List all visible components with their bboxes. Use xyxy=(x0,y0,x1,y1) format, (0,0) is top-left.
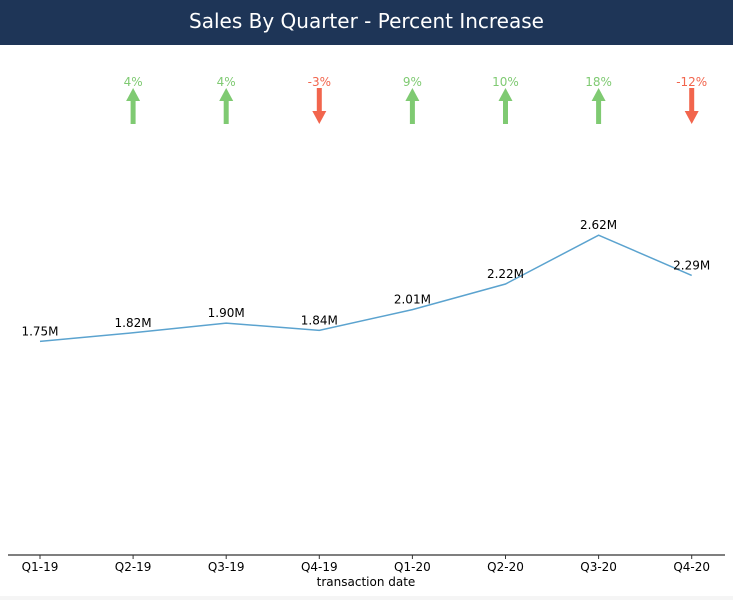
value-label: 1.84M xyxy=(301,313,338,327)
down-arrow-icon xyxy=(684,88,699,124)
x-axis-title: transaction date xyxy=(317,575,416,589)
chart-title: Sales By Quarter - Percent Increase xyxy=(189,9,544,33)
value-label: 2.62M xyxy=(580,218,617,232)
x-tick-label: Q4-19 xyxy=(301,560,338,574)
value-label: 2.01M xyxy=(394,293,431,307)
up-arrow-icon xyxy=(591,88,606,124)
value-label: 2.29M xyxy=(673,258,710,272)
increase-label: 4% xyxy=(217,75,236,89)
x-tick-label: Q2-20 xyxy=(487,560,524,574)
x-tick-label: Q3-19 xyxy=(208,560,245,574)
x-tick-label: Q2-19 xyxy=(115,560,152,574)
x-tick-label: Q1-20 xyxy=(394,560,431,574)
increase-label: 9% xyxy=(403,75,422,89)
chart-title-bar: Sales By Quarter - Percent Increase xyxy=(0,0,733,45)
decrease-label: -3% xyxy=(308,75,331,89)
x-tick-label: Q3-20 xyxy=(580,560,617,574)
up-arrow-icon xyxy=(405,88,420,124)
up-arrow-icon xyxy=(219,88,234,124)
increase-label: 18% xyxy=(585,75,612,89)
value-label: 2.22M xyxy=(487,267,524,281)
x-tick-label: Q4-20 xyxy=(673,560,710,574)
value-label: 1.82M xyxy=(115,316,152,330)
down-arrow-icon xyxy=(312,88,327,124)
up-arrow-icon xyxy=(498,88,513,124)
increase-label: 4% xyxy=(124,75,143,89)
value-label: 1.90M xyxy=(208,306,245,320)
increase-label: 10% xyxy=(492,75,519,89)
value-label: 1.75M xyxy=(21,324,58,338)
x-tick-label: Q1-19 xyxy=(22,560,59,574)
sales-series-line xyxy=(39,234,692,343)
up-arrow-icon xyxy=(126,88,141,124)
decrease-label: -12% xyxy=(676,75,707,89)
